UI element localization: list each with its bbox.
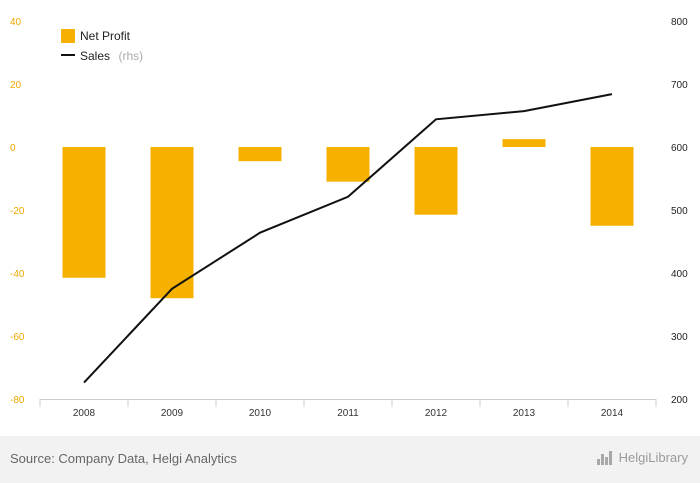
legend: Net Profit Sales (rhs) [61, 29, 143, 64]
x-tick-label: 2013 [513, 408, 536, 419]
legend-label-net-profit: Net Profit [80, 29, 131, 43]
net-profit-bar [502, 139, 546, 147]
logo-skyline-icon [596, 450, 615, 465]
helgi-library-logo: HelgiLibrary [596, 450, 688, 465]
x-tick-label: 2011 [337, 408, 359, 419]
legend-label-sales-name: Sales [80, 49, 110, 63]
x-tick-label: 2012 [425, 408, 448, 419]
logo-text: HelgiLibrary [618, 450, 688, 465]
x-tick-label: 2010 [249, 408, 272, 419]
right-tick-label: 400 [671, 269, 688, 280]
right-tick-label: 500 [671, 206, 688, 217]
left-axis-ticks: 40 20 0 -20 -40 -60 -80 [10, 17, 25, 406]
sales-line [83, 93, 613, 384]
x-tick-label: 2008 [73, 408, 96, 419]
net-profit-bars [62, 139, 634, 299]
right-tick-label: 800 [671, 17, 688, 28]
source-note: Source: Company Data, Helgi Analytics [10, 451, 237, 466]
x-axis-tick-marks [39, 399, 657, 407]
net-profit-bar [326, 147, 370, 182]
net-profit-bar [62, 147, 106, 278]
net-profit-bar [238, 147, 282, 162]
right-tick-label: 200 [671, 395, 688, 406]
legend-swatch-net-profit [61, 29, 75, 43]
right-tick-label: 600 [671, 143, 688, 154]
left-tick-label: -20 [10, 206, 25, 217]
left-tick-label: -60 [10, 332, 25, 343]
right-axis-ticks: 800 700 600 500 400 300 200 [671, 17, 688, 406]
legend-label-sales: Sales (rhs) [80, 47, 143, 64]
net-profit-bar [414, 147, 458, 215]
footer: Source: Company Data, Helgi Analytics He… [0, 436, 700, 483]
left-tick-label: -40 [10, 269, 25, 280]
x-axis-labels: 2008 2009 2010 2011 2012 2013 2014 [73, 408, 624, 419]
left-tick-label: 40 [10, 17, 22, 28]
x-tick-label: 2014 [601, 408, 624, 419]
right-tick-label: 300 [671, 332, 688, 343]
right-tick-label: 700 [671, 80, 688, 91]
legend-label-sales-suffix: (rhs) [118, 49, 143, 63]
net-profit-bar [150, 147, 194, 299]
left-tick-label: -80 [10, 395, 25, 406]
left-tick-label: 20 [10, 80, 22, 91]
left-tick-label: 0 [10, 143, 16, 154]
net-profit-bar [590, 147, 634, 226]
x-tick-label: 2009 [161, 408, 184, 419]
